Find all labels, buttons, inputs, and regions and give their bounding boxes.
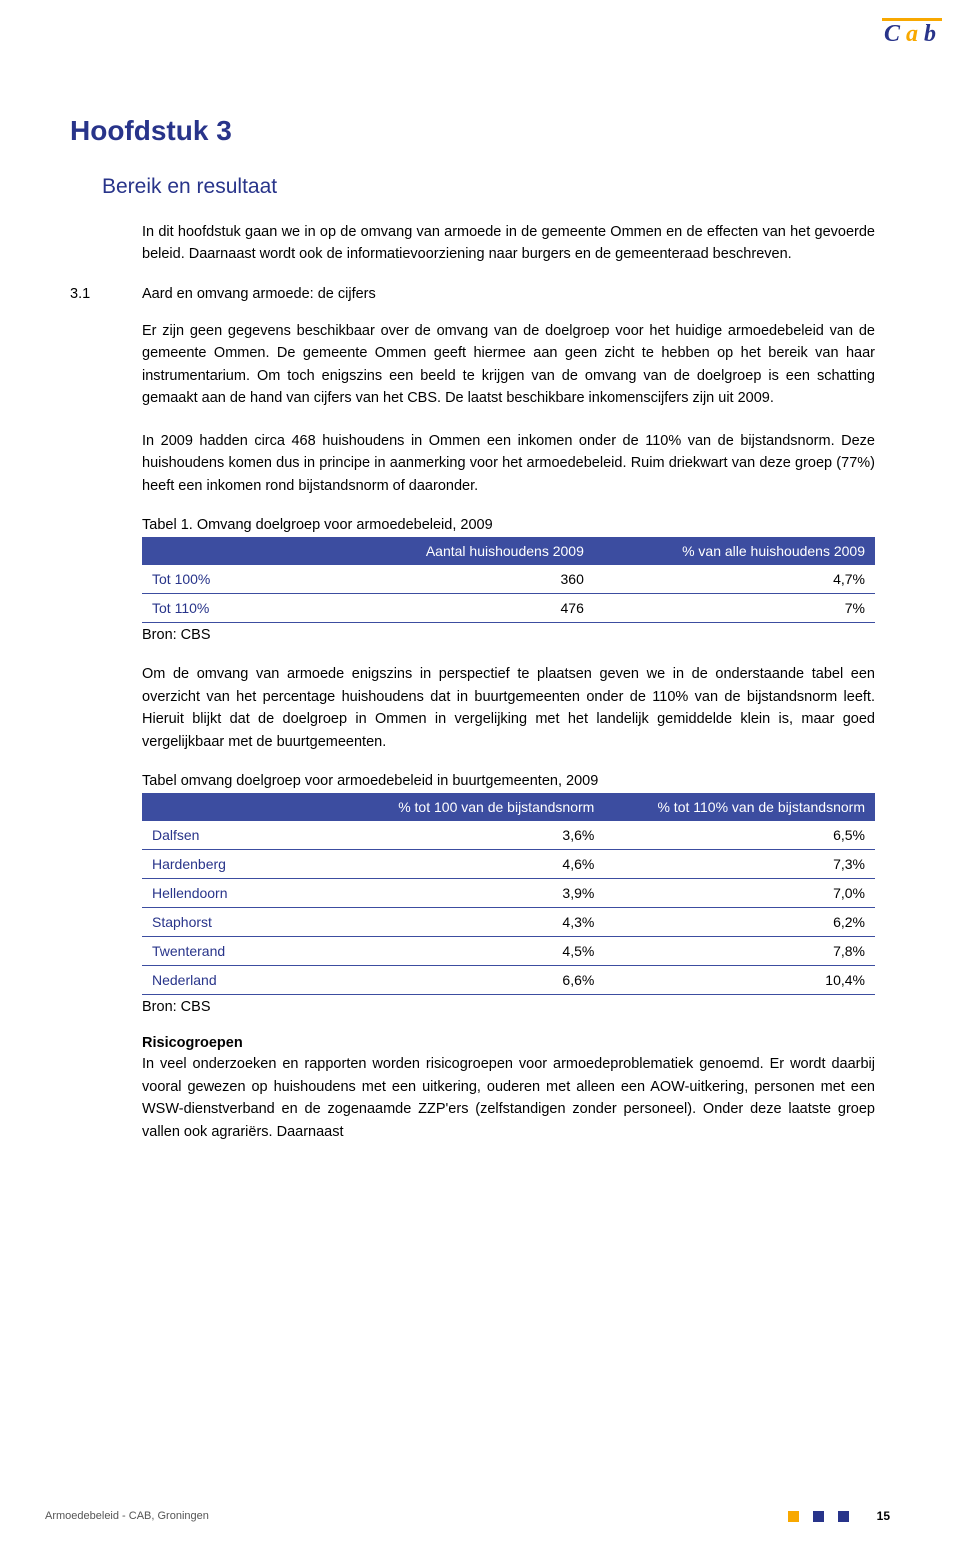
table-row: Staphorst 4,3% 6,2% <box>142 908 875 937</box>
section-title: Bereik en resultaat <box>102 175 875 199</box>
table2-r2-v1: 3,9% <box>347 879 604 908</box>
table2-r0-label: Dalfsen <box>142 821 347 850</box>
table1-header-col2: % van alle huishoudens 2009 <box>594 537 875 565</box>
table-row: Twenterand 4,5% 7,8% <box>142 937 875 966</box>
table1-header-col1: Aantal huishoudens 2009 <box>347 537 594 565</box>
risk-heading: Risicogroepen <box>142 1035 875 1051</box>
logo-letter-c: C <box>884 21 900 48</box>
table2-r5-v1: 6,6% <box>347 966 604 995</box>
table-row: Nederland 6,6% 10,4% <box>142 966 875 995</box>
table1-row0-val1: 360 <box>347 565 594 594</box>
table1: Aantal huishoudens 2009 % van alle huish… <box>142 537 875 623</box>
table1-row1-label: Tot 110% <box>142 594 347 623</box>
table2-r0-v2: 6,5% <box>604 821 875 850</box>
table2-r3-label: Staphorst <box>142 908 347 937</box>
table2-r1-label: Hardenberg <box>142 850 347 879</box>
table1-row0-val2: 4,7% <box>594 565 875 594</box>
document-page: C a b Hoofdstuk 3 Bereik en resultaat In… <box>0 0 960 1203</box>
table2-header-col2: % tot 110% van de bijstandsnorm <box>604 793 875 821</box>
logo-letter-b: b <box>924 21 936 48</box>
logo-letter-a: a <box>906 21 918 48</box>
table1-row1-val1: 476 <box>347 594 594 623</box>
footer-text: Armoedebeleid - CAB, Groningen <box>45 1510 209 1522</box>
paragraph-1: Er zijn geen gegevens beschikbaar over d… <box>142 320 875 410</box>
table2: % tot 100 van de bijstandsnorm % tot 110… <box>142 793 875 995</box>
cab-logo: C a b <box>882 16 942 48</box>
table2-r4-v2: 7,8% <box>604 937 875 966</box>
table-row: Tot 100% 360 4,7% <box>142 565 875 594</box>
table2-header-col1: % tot 100 van de bijstandsnorm <box>347 793 604 821</box>
table2-r0-v1: 3,6% <box>347 821 604 850</box>
table2-r2-v2: 7,0% <box>604 879 875 908</box>
table1-row0-label: Tot 100% <box>142 565 347 594</box>
table2-caption: Tabel omvang doelgroep voor armoedebelei… <box>142 773 875 789</box>
subsection-number: 3.1 <box>70 286 142 302</box>
table2-r3-v2: 6,2% <box>604 908 875 937</box>
subsection-title: Aard en omvang armoede: de cijfers <box>142 286 875 302</box>
table-row: Hellendoorn 3,9% 7,0% <box>142 879 875 908</box>
square-icon <box>813 1511 824 1522</box>
paragraph-3: Om de omvang van armoede enigszins in pe… <box>142 663 875 753</box>
table1-caption: Tabel 1. Omvang doelgroep voor armoedebe… <box>142 517 875 533</box>
paragraph-4: In veel onderzoeken en rapporten worden … <box>142 1053 875 1143</box>
table2-header-empty <box>142 793 347 821</box>
table-row: Dalfsen 3,6% 6,5% <box>142 821 875 850</box>
table-row: Hardenberg 4,6% 7,3% <box>142 850 875 879</box>
table2-r4-v1: 4,5% <box>347 937 604 966</box>
footer-right: 15 <box>788 1509 890 1523</box>
table2-r1-v2: 7,3% <box>604 850 875 879</box>
table1-source: Bron: CBS <box>142 627 875 643</box>
table2-r5-label: Nederland <box>142 966 347 995</box>
page-footer: Armoedebeleid - CAB, Groningen 15 <box>0 1509 960 1523</box>
page-number: 15 <box>877 1509 890 1523</box>
table1-row1-val2: 7% <box>594 594 875 623</box>
table2-r2-label: Hellendoorn <box>142 879 347 908</box>
footer-decorative-squares <box>788 1511 849 1522</box>
paragraph-2: In 2009 hadden circa 468 huishoudens in … <box>142 430 875 497</box>
subsection-heading-row: 3.1 Aard en omvang armoede: de cijfers <box>70 286 875 302</box>
table1-header-empty <box>142 537 347 565</box>
table-row: Tot 110% 476 7% <box>142 594 875 623</box>
chapter-title: Hoofdstuk 3 <box>70 115 875 147</box>
square-icon <box>788 1511 799 1522</box>
table2-r4-label: Twenterand <box>142 937 347 966</box>
table2-r5-v2: 10,4% <box>604 966 875 995</box>
table2-source: Bron: CBS <box>142 999 875 1015</box>
intro-paragraph: In dit hoofdstuk gaan we in op de omvang… <box>142 221 875 266</box>
table2-r1-v1: 4,6% <box>347 850 604 879</box>
table2-r3-v1: 4,3% <box>347 908 604 937</box>
square-icon <box>838 1511 849 1522</box>
